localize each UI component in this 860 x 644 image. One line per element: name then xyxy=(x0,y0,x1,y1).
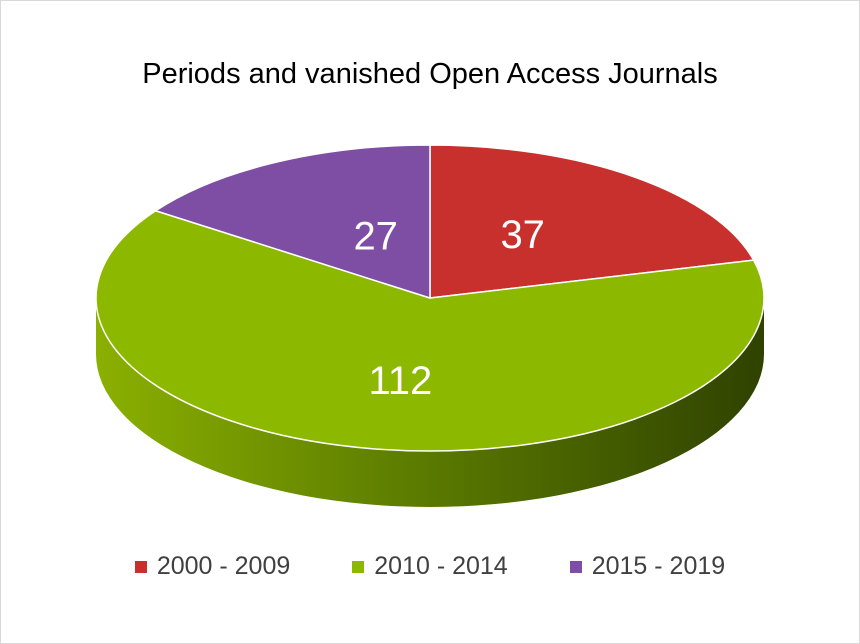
pie-slice-2015-2019 xyxy=(154,144,431,299)
pie-side-2010-2014 xyxy=(96,298,764,507)
legend-item-2015-2019: 2015 - 2019 xyxy=(569,552,726,581)
legend-item-2000-2009: 2000 - 2009 xyxy=(134,552,291,581)
pie-slice-2010-2014 xyxy=(95,209,765,452)
legend-swatch xyxy=(134,560,147,573)
legend-item-2010-2014: 2010 - 2014 xyxy=(352,552,508,581)
legend-label: 2015 - 2019 xyxy=(591,552,726,580)
legend-swatch xyxy=(352,560,365,573)
data-label-2015-2019: 27 xyxy=(353,214,398,258)
legend-label: 2000 - 2009 xyxy=(156,552,291,580)
pie-slice-2000-2009 xyxy=(429,144,755,299)
data-label-2010-2014: 112 xyxy=(368,359,432,403)
data-label-2000-2009: 37 xyxy=(500,213,545,257)
legend-swatch xyxy=(569,560,582,573)
chart-legend: 2000 - 2009 2010 - 2014 2015 - 2019 xyxy=(0,552,860,581)
legend-label: 2010 - 2014 xyxy=(374,552,508,580)
chart-title: Periods and vanished Open Access Journal… xyxy=(142,58,718,90)
